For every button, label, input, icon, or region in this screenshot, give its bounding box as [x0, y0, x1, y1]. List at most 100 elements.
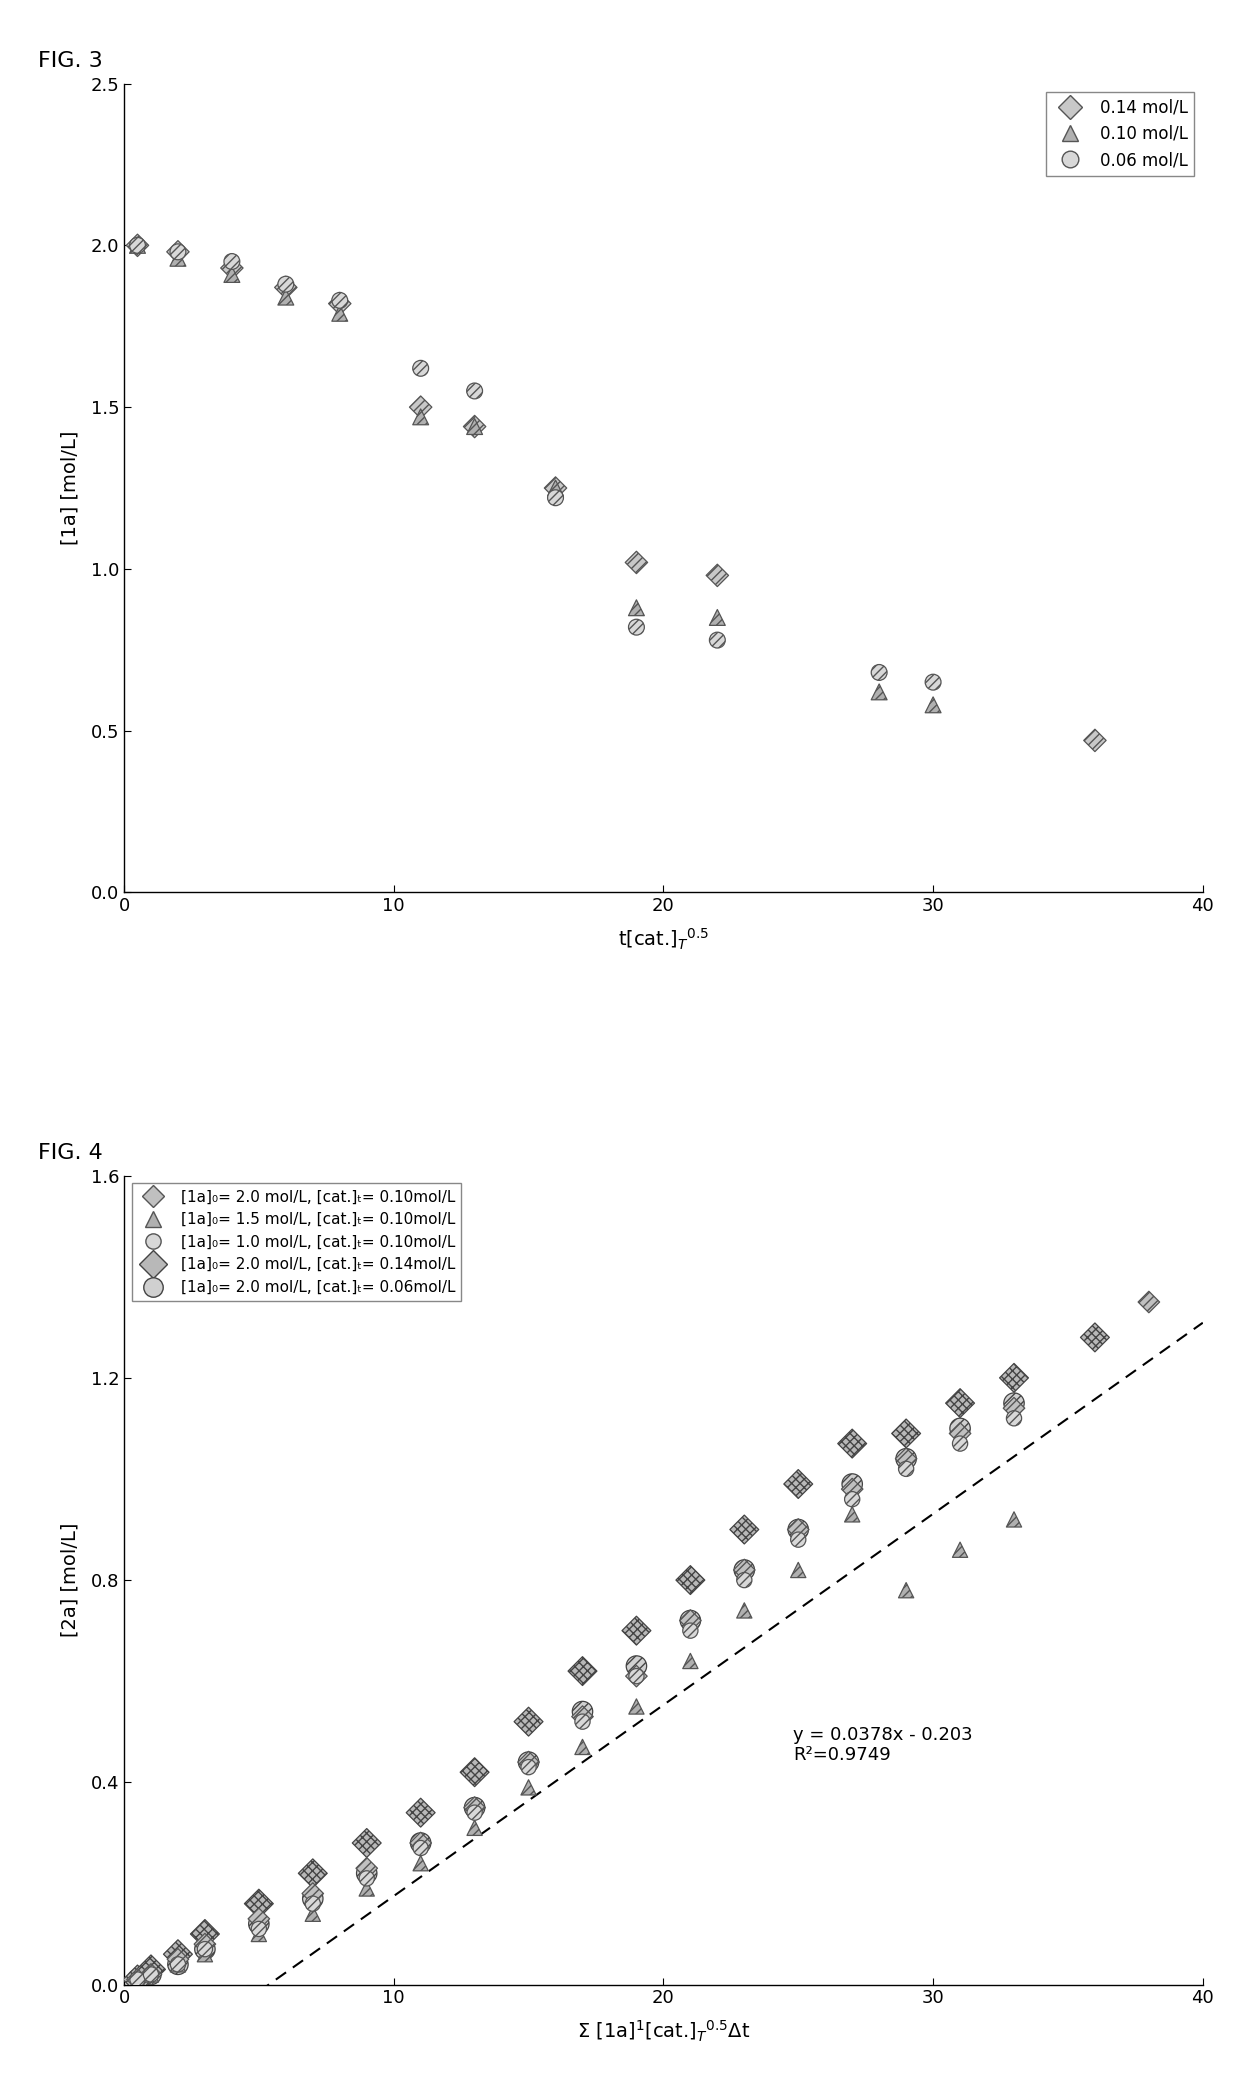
Point: [923, 687, 942, 721]
Point: [167, 1947, 188, 1980]
Point: [410, 351, 430, 384]
Point: [546, 472, 565, 506]
Point: [249, 1911, 269, 1945]
Point: [167, 242, 188, 276]
Point: [1004, 1391, 1024, 1425]
Point: [249, 1903, 269, 1937]
Point: [842, 1466, 862, 1500]
Point: [897, 1441, 916, 1475]
Point: [465, 1790, 485, 1824]
Point: [141, 1953, 161, 1987]
Point: [167, 1947, 188, 1980]
Point: [410, 1832, 430, 1865]
Point: [195, 1932, 215, 1966]
Point: [465, 1755, 485, 1788]
Point: [303, 1886, 322, 1920]
Point: [128, 1964, 148, 1997]
Point: [275, 272, 295, 305]
Point: [1085, 723, 1105, 756]
Point: [950, 1416, 970, 1450]
Point: [546, 480, 565, 514]
Y-axis label: [1a] [mol/L]: [1a] [mol/L]: [61, 430, 79, 545]
Point: [410, 401, 430, 435]
Text: y = 0.0378x - 0.203
R²=0.9749: y = 0.0378x - 0.203 R²=0.9749: [792, 1726, 972, 1765]
Point: [897, 1441, 916, 1475]
Point: [141, 1957, 161, 1991]
Point: [1004, 1502, 1024, 1535]
Point: [789, 1512, 808, 1546]
Point: [128, 1964, 148, 1997]
Point: [128, 1964, 148, 1997]
Point: [128, 1964, 148, 1997]
Point: [1004, 1402, 1024, 1435]
Point: [357, 1826, 377, 1859]
Point: [734, 1554, 754, 1588]
Point: [275, 280, 295, 313]
Point: [465, 1797, 485, 1830]
Point: [789, 1466, 808, 1500]
Point: [869, 656, 889, 689]
Point: [195, 1918, 215, 1951]
Point: [626, 1615, 646, 1648]
Point: [681, 1604, 701, 1638]
Point: [195, 1937, 215, 1970]
Point: [195, 1928, 215, 1962]
Point: [465, 374, 485, 407]
Point: [128, 228, 148, 261]
Point: [734, 1563, 754, 1596]
Point: [222, 251, 242, 284]
Point: [465, 1811, 485, 1845]
Point: [626, 545, 646, 579]
Point: [249, 1907, 269, 1941]
Point: [923, 666, 942, 700]
Legend: [1a]₀= 2.0 mol/L, [cat.]ₜ= 0.10mol/L, [1a]₀= 1.5 mol/L, [cat.]ₜ= 0.10mol/L, [1a]: [1a]₀= 2.0 mol/L, [cat.]ₜ= 0.10mol/L, [1…: [131, 1182, 461, 1301]
Point: [897, 1452, 916, 1485]
Point: [141, 1957, 161, 1991]
Point: [897, 1573, 916, 1606]
Point: [1138, 1285, 1158, 1318]
Point: [1004, 1362, 1024, 1395]
Point: [546, 472, 565, 506]
Point: [518, 1746, 538, 1780]
Point: [950, 1533, 970, 1567]
Point: [357, 1851, 377, 1884]
Point: [167, 236, 188, 269]
Point: [141, 1957, 161, 1991]
Point: [330, 286, 350, 320]
Point: [465, 1790, 485, 1824]
Point: [222, 244, 242, 278]
Point: [303, 1857, 322, 1891]
Point: [950, 1412, 970, 1446]
Point: [897, 1416, 916, 1450]
Point: [357, 1872, 377, 1905]
Point: [626, 1659, 646, 1692]
Point: [303, 1882, 322, 1916]
Point: [465, 409, 485, 443]
Point: [626, 1650, 646, 1684]
Point: [869, 675, 889, 708]
Text: FIG. 4: FIG. 4: [37, 1143, 103, 1164]
Point: [950, 1387, 970, 1421]
Point: [573, 1705, 593, 1738]
Point: [410, 1797, 430, 1830]
Point: [410, 1826, 430, 1859]
Point: [707, 602, 727, 635]
Point: [518, 1746, 538, 1780]
Point: [842, 1473, 862, 1506]
Point: [357, 1861, 377, 1895]
Point: [681, 1644, 701, 1677]
Point: [842, 1498, 862, 1531]
Point: [626, 591, 646, 625]
Point: [410, 1826, 430, 1859]
Point: [249, 1918, 269, 1951]
Point: [1004, 1387, 1024, 1421]
Point: [410, 1847, 430, 1880]
Point: [357, 1857, 377, 1891]
Point: [734, 1512, 754, 1546]
Point: [789, 1554, 808, 1588]
Point: [626, 610, 646, 643]
Point: [734, 1554, 754, 1588]
X-axis label: t[cat.]$_T$$^{0.5}$: t[cat.]$_T$$^{0.5}$: [618, 925, 709, 953]
Point: [573, 1730, 593, 1763]
Point: [167, 1937, 188, 1970]
